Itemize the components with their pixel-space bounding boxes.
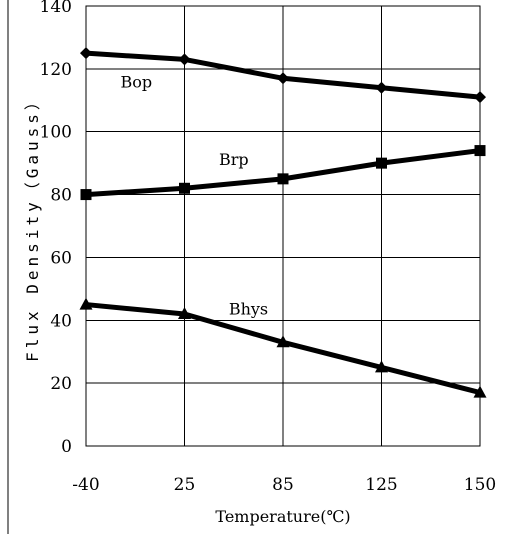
data-point-diamond-marker — [375, 81, 388, 94]
x-tick-label: 85 — [272, 475, 294, 495]
y-tick-label: 100 — [40, 123, 72, 143]
data-point-diamond-marker — [474, 91, 486, 104]
y-tick-label: 80 — [50, 186, 72, 206]
data-point-square-marker — [80, 189, 92, 201]
data-point-triangle-marker — [79, 297, 93, 310]
x-tick-label: 150 — [464, 475, 496, 495]
y-tick-label: 140 — [40, 0, 72, 17]
series-bhys — [79, 297, 487, 398]
data-point-triangle-marker — [375, 360, 388, 373]
data-point-triangle-marker — [473, 385, 487, 398]
plot-frame — [85, 5, 481, 447]
data-point-diamond-marker — [80, 47, 92, 60]
y-tick-label: 120 — [40, 60, 72, 80]
label-layer: 0 20 40 60 80 100 120 140 -40 25 85 125 150 Bop Brp Bhy… — [40, 0, 497, 495]
x-tick-label: 125 — [365, 475, 397, 495]
x-tick-label: -40 — [72, 475, 99, 495]
y-tick-label: 20 — [50, 374, 72, 394]
data-point-diamond-marker — [178, 53, 191, 66]
x-tick-label: 25 — [174, 475, 196, 495]
data-point-triangle-marker — [178, 307, 191, 319]
series-brp — [80, 145, 486, 201]
series-bop — [80, 47, 486, 104]
data-point-square-marker — [376, 157, 387, 169]
y-tick-label: 60 — [50, 248, 72, 268]
data-point-square-marker — [474, 145, 486, 157]
series-layer — [79, 47, 487, 398]
x-axis-title: Temperature(℃) — [215, 507, 350, 526]
y-axis-title: Flux Density（Gauss） — [23, 90, 42, 362]
y-tick-label: 0 — [61, 437, 72, 457]
data-point-square-marker — [277, 173, 289, 185]
data-point-diamond-marker — [277, 72, 289, 85]
series-label: Bop — [120, 72, 152, 91]
data-point-triangle-marker — [276, 335, 290, 348]
series-label: Bhys — [229, 300, 268, 319]
series-label: Brp — [219, 150, 249, 169]
y-tick-label: 40 — [50, 311, 72, 331]
data-point-square-marker — [179, 182, 190, 194]
